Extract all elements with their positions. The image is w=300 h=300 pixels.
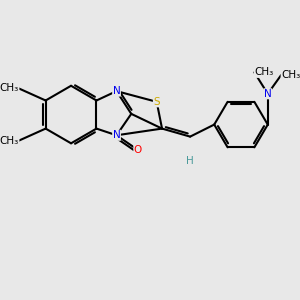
Text: CH₃: CH₃ <box>254 68 274 77</box>
Text: CH₃: CH₃ <box>0 83 19 93</box>
Text: N: N <box>113 86 120 96</box>
Text: CH₃: CH₃ <box>281 70 300 80</box>
Text: N: N <box>113 130 120 140</box>
Text: CH₃: CH₃ <box>0 136 19 146</box>
Text: S: S <box>153 97 160 107</box>
Text: H: H <box>186 156 194 166</box>
Text: N: N <box>264 89 272 99</box>
Text: O: O <box>134 145 142 155</box>
